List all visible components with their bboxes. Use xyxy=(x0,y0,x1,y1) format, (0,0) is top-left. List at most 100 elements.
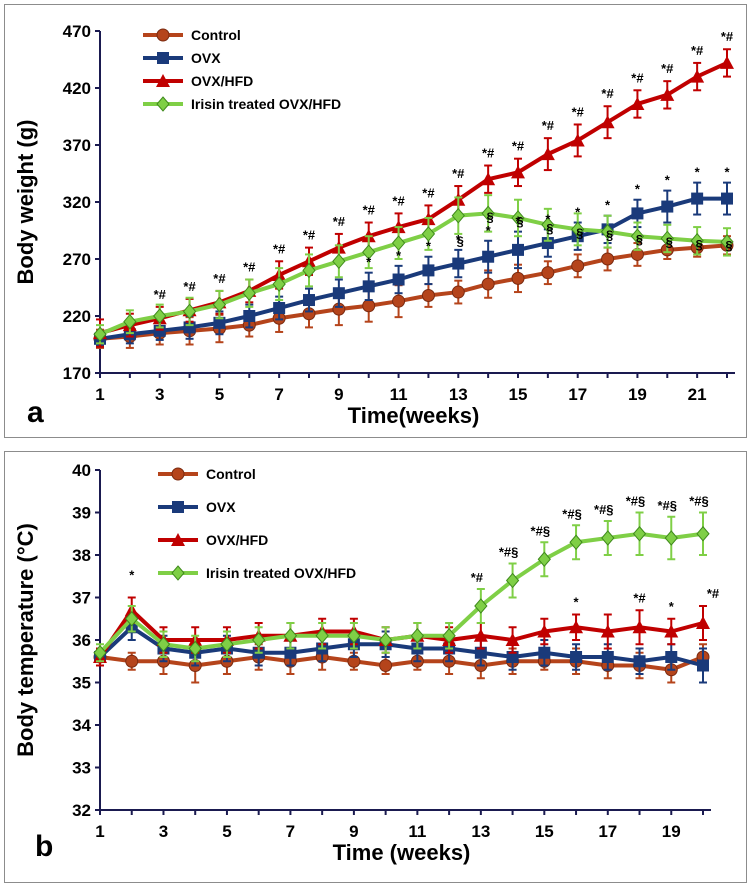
significance-label: * xyxy=(665,173,671,188)
significance-label: *# xyxy=(213,271,226,286)
data-point xyxy=(242,285,256,301)
data-point xyxy=(481,277,495,291)
significance-label: *# xyxy=(154,287,167,302)
y-tick-label: 32 xyxy=(72,801,91,820)
data-point xyxy=(506,651,519,663)
data-point xyxy=(569,620,584,634)
significance-label: § xyxy=(487,209,494,224)
data-point xyxy=(696,616,710,629)
legend-label: OVX/HFD xyxy=(206,532,268,548)
significance-label: § xyxy=(725,238,732,253)
y-tick-label: 370 xyxy=(63,136,91,155)
significance-label: * xyxy=(515,214,521,229)
data-point xyxy=(570,133,585,147)
significance-label: *# xyxy=(471,570,484,585)
legend-marker xyxy=(171,565,185,581)
data-point xyxy=(243,310,256,322)
significance-label: * xyxy=(695,165,701,180)
x-tick-label: 1 xyxy=(95,385,104,404)
data-point xyxy=(272,276,286,292)
data-point xyxy=(362,299,376,313)
y-tick-label: 37 xyxy=(72,589,91,608)
x-tick-label: 1 xyxy=(95,822,104,841)
significance-label: * xyxy=(486,223,492,238)
y-axis-title: Body weight (g) xyxy=(13,120,38,285)
significance-label: *#§ xyxy=(594,502,614,517)
series-line xyxy=(99,211,728,337)
significance-label: *#§ xyxy=(626,494,646,509)
significance-label: * xyxy=(426,239,432,254)
data-point xyxy=(392,273,405,286)
data-point xyxy=(511,271,525,285)
significance-label: § xyxy=(546,221,553,236)
legend-marker xyxy=(156,74,170,87)
data-point xyxy=(451,207,465,224)
significance-label: *#§ xyxy=(531,523,551,538)
data-point xyxy=(481,205,495,222)
data-point xyxy=(153,308,167,324)
panel-b-body-temperature: 32 33 34 35 36 37 38 39 40 1 3 5 7 9 11 13 15 17 19 Time (w… xyxy=(4,451,747,883)
data-point xyxy=(601,530,615,546)
data-point xyxy=(273,302,286,315)
y-tick-label: 39 xyxy=(72,504,91,523)
legend-label: Control xyxy=(206,466,256,482)
data-point xyxy=(601,252,615,266)
data-point xyxy=(511,165,525,179)
significance-label: * xyxy=(605,198,611,213)
y-tick-label: 40 xyxy=(72,461,91,480)
panel-label: a xyxy=(27,396,44,429)
data-point xyxy=(631,207,644,220)
data-point xyxy=(303,294,315,307)
legend-label: OVX xyxy=(206,499,236,515)
data-point xyxy=(660,87,675,101)
significance-label: * xyxy=(669,599,675,614)
data-point xyxy=(570,651,583,663)
legend-label: Irisin treated OVX/HFD xyxy=(191,96,341,112)
significance-label: § xyxy=(576,225,583,240)
x-tick-label: 3 xyxy=(155,385,164,404)
data-point xyxy=(505,572,520,589)
significance-label: *# xyxy=(633,590,646,605)
data-point xyxy=(600,624,615,638)
significance-label: *# xyxy=(512,139,525,154)
data-point xyxy=(362,244,376,260)
series-irisin-treated-ovx-hfd xyxy=(93,511,710,663)
significance-label: *# xyxy=(273,241,286,256)
legend-marker xyxy=(171,533,185,546)
y-tick-label: 36 xyxy=(72,631,91,650)
x-tick-label: 15 xyxy=(535,822,554,841)
legend-marker xyxy=(171,467,185,481)
data-point xyxy=(512,243,524,256)
data-point xyxy=(213,316,226,329)
x-tick-label: 11 xyxy=(390,385,408,404)
data-point xyxy=(125,610,139,627)
significance-label: * xyxy=(129,568,135,583)
significance-label: § xyxy=(457,234,464,249)
significance-label: § xyxy=(696,237,703,252)
data-point xyxy=(347,627,361,644)
significance-label: *# xyxy=(572,104,585,119)
x-tick-label: 15 xyxy=(509,385,528,404)
series-line xyxy=(99,196,727,341)
data-point xyxy=(630,96,645,110)
data-point xyxy=(93,326,107,343)
significance-label: *#§ xyxy=(657,498,677,513)
data-point xyxy=(691,192,704,205)
x-tick-label: 11 xyxy=(408,822,426,841)
data-point xyxy=(482,250,495,263)
legend: Control OVX OVX/HFD Irisin treated OVX/HFD xyxy=(143,27,341,112)
significance-label: *# xyxy=(422,185,435,200)
x-tick-label: 17 xyxy=(598,822,617,841)
y-tick-label: 220 xyxy=(63,307,91,326)
data-point xyxy=(630,228,645,244)
y-tick-label: 470 xyxy=(63,22,91,41)
significance-label: *# xyxy=(452,166,465,181)
data-point xyxy=(474,598,488,614)
significance-label: § xyxy=(516,214,523,229)
data-point xyxy=(690,232,704,249)
data-point xyxy=(665,651,678,663)
significance-label: *# xyxy=(363,203,376,218)
x-tick-label: 13 xyxy=(471,822,490,841)
y-tick-label: 33 xyxy=(72,759,91,778)
